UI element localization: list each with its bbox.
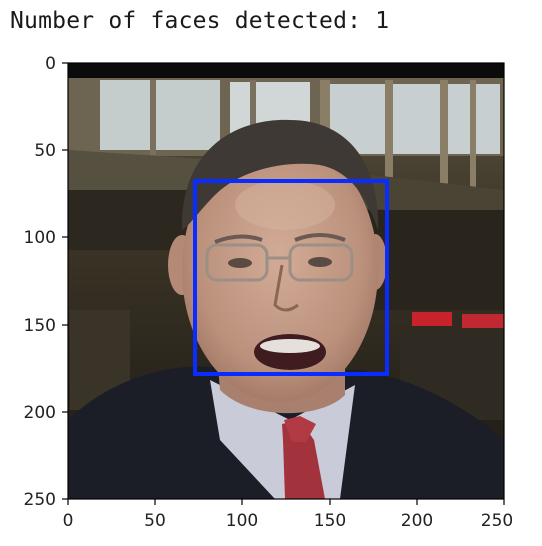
x-axis: 0 50 100 150 200 250 (63, 499, 513, 531)
x-tick-label: 50 (144, 511, 166, 531)
y-axis: 0 50 100 150 200 250 (24, 54, 68, 510)
x-tick-label: 150 (314, 511, 346, 531)
photo-image (68, 63, 504, 499)
x-tick-label: 0 (63, 511, 74, 531)
output-text: Number of faces detected: 1 (10, 8, 390, 34)
y-tick-label: 100 (24, 228, 56, 248)
x-tick-label: 100 (226, 511, 258, 531)
face-bounding-box (193, 179, 389, 376)
y-tick-label: 0 (45, 54, 56, 74)
y-tick-label: 50 (34, 141, 56, 161)
y-tick-label: 200 (24, 403, 56, 423)
y-tick-label: 150 (24, 316, 56, 336)
x-tick-label: 200 (401, 511, 433, 531)
y-tick-label: 250 (24, 490, 56, 510)
x-tick-label: 250 (481, 511, 513, 531)
axes-frame (67, 62, 505, 500)
